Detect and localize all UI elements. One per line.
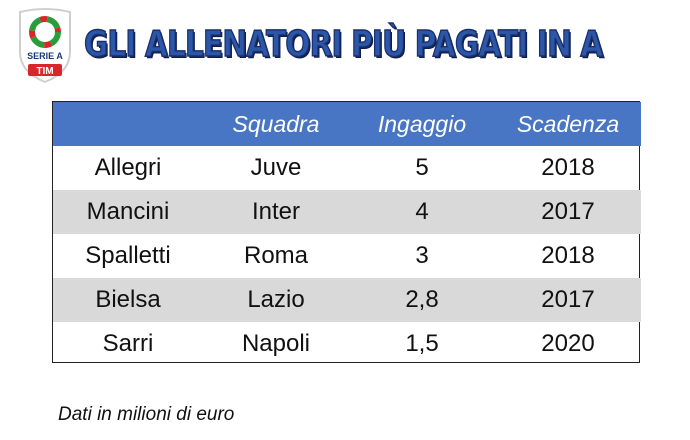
table-header-row: Squadra Ingaggio Scadenza <box>53 102 641 146</box>
table-row: Spalletti Roma 3 2018 <box>53 234 641 278</box>
cell-coach: Spalletti <box>85 242 171 269</box>
cell-team: Inter <box>203 190 349 234</box>
cell-expiry: 2018 <box>541 242 595 269</box>
logo-line1: SERIE A <box>27 51 63 61</box>
cell-team: Lazio <box>203 278 349 322</box>
page-title: GLI ALLENATORI PIÙ PAGATI IN A <box>83 23 604 66</box>
header-squadra: Squadra <box>203 102 349 146</box>
cell-expiry: 2018 <box>541 154 595 181</box>
cell-expiry: 2017 <box>495 278 641 322</box>
cell-coach: Mancini <box>53 190 203 234</box>
salary-table: Squadra Ingaggio Scadenza Allegri Juve 5… <box>52 101 641 366</box>
cell-salary: 3 <box>415 242 429 269</box>
cell-expiry: 2017 <box>495 190 641 234</box>
footnote: Dati in milioni di euro <box>58 404 235 425</box>
header-empty <box>53 102 203 146</box>
header-ingaggio: Ingaggio <box>349 102 495 146</box>
cell-team: Roma <box>243 242 309 269</box>
table-row: Bielsa Lazio 2,8 2017 <box>53 278 641 322</box>
cell-salary: 4 <box>349 190 495 234</box>
cell-team: Juve <box>250 154 302 181</box>
logo-line2: TIM <box>36 66 53 77</box>
cell-expiry: 2020 <box>541 330 595 357</box>
cell-salary: 5 <box>415 154 429 181</box>
cell-salary: 1,5 <box>405 330 439 357</box>
header-scadenza: Scadenza <box>495 102 641 146</box>
cell-salary: 2,8 <box>349 278 495 322</box>
table-row: Sarri Napoli 1,5 2020 <box>53 322 641 366</box>
table-row: Allegri Juve 5 2018 <box>53 146 641 190</box>
cell-coach: Allegri <box>94 154 162 181</box>
serie-a-logo: SERIE A TIM <box>14 6 76 86</box>
cell-team: Napoli <box>241 330 311 357</box>
table-row: Mancini Inter 4 2017 <box>53 190 641 234</box>
cell-coach: Sarri <box>102 330 154 357</box>
cell-coach: Bielsa <box>53 278 203 322</box>
